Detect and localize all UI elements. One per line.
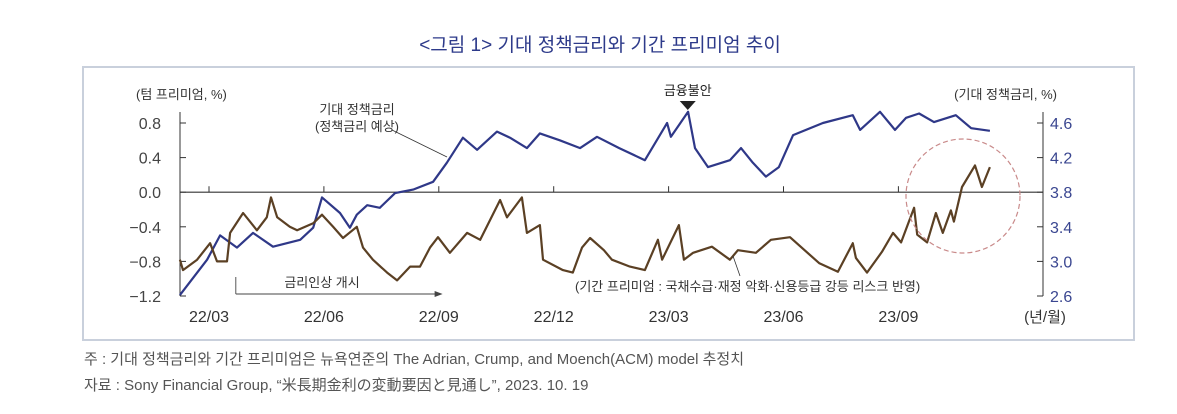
right-tick-label: 3.4 bbox=[1050, 220, 1072, 237]
x-tick-label: 22/06 bbox=[304, 309, 344, 326]
right-tick-label: 3.0 bbox=[1050, 254, 1072, 271]
financial-unrest-marker-icon bbox=[679, 101, 696, 110]
right-tick-label: 2.6 bbox=[1050, 289, 1072, 306]
right-tick-label: 4.6 bbox=[1050, 116, 1072, 133]
right-tick-label: 4.2 bbox=[1050, 151, 1072, 168]
x-tick-label: 22/03 bbox=[189, 309, 229, 326]
x-tick-label: 23/03 bbox=[649, 309, 689, 326]
term-premium-line bbox=[178, 164, 991, 282]
chart-frame bbox=[82, 66, 1135, 341]
chart-source: 자료 : Sony Financial Group, “米長期金利の変動要因と見… bbox=[84, 377, 589, 394]
term-premium-leader-line bbox=[732, 255, 741, 277]
financial-unrest-label: 금융불안 bbox=[664, 83, 712, 98]
left-tick-label: −0.4 bbox=[129, 220, 161, 237]
left-tick-label: 0.0 bbox=[139, 185, 161, 202]
left-tick-label: 0.8 bbox=[139, 116, 161, 133]
chart-note: 주 : 기대 정책금리와 기간 프리미엄은 뉴욕연준의 The Adrian, … bbox=[84, 351, 745, 368]
chart-title: <그림 1> 기대 정책금리와 기간 프리미엄 추이 bbox=[419, 35, 781, 56]
rate-hike-label: 금리인상 개시 bbox=[284, 275, 359, 290]
expected-rate-label: 기대 정책금리 bbox=[319, 102, 394, 117]
expected-rate-leader-line bbox=[391, 129, 448, 158]
right-axis-label: (기대 정책금리, %) bbox=[954, 87, 1057, 102]
highlight-circle bbox=[905, 138, 1021, 254]
x-tick-label: 22/12 bbox=[534, 309, 574, 326]
expected-rate-sublabel: (정책금리 예상) bbox=[315, 119, 399, 134]
right-tick-label: 3.8 bbox=[1050, 185, 1072, 202]
x-tick-label: 23/06 bbox=[763, 309, 803, 326]
arrow-head-icon bbox=[434, 291, 443, 297]
expected-rate-line bbox=[179, 110, 991, 296]
left-tick-label: 0.4 bbox=[139, 151, 161, 168]
x-axis-label: (년/월) bbox=[1024, 309, 1066, 326]
term-premium-label: (기간 프리미엄 : 국채수급·재정 악화·신용등급 강등 리스크 반영) bbox=[575, 279, 920, 294]
left-axis-label: (텀 프리미엄, %) bbox=[136, 87, 227, 102]
x-tick-label: 23/09 bbox=[878, 309, 918, 326]
left-tick-label: −0.8 bbox=[129, 254, 161, 271]
x-tick-label: 22/09 bbox=[419, 309, 459, 326]
left-tick-label: −1.2 bbox=[129, 289, 161, 306]
